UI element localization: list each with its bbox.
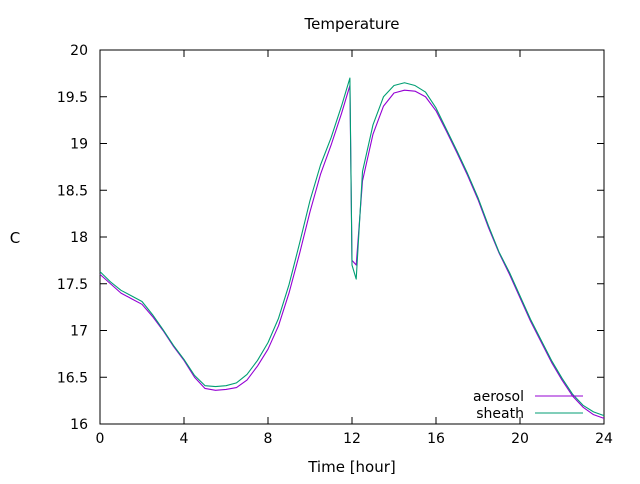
chart-title: Temperature — [303, 15, 399, 33]
series-line-sheath — [99, 77, 605, 417]
axis-ticks: 0 4 8 12 16 20 24 16 16.5 17 17.5 18 18.5 19 19.5 20 — [57, 43, 613, 447]
x-tick-label: 0 — [96, 431, 105, 447]
y-axis-label: C — [10, 229, 20, 247]
y-tick-label: 19 — [70, 137, 88, 153]
legend-label-sheath: sheath — [476, 406, 524, 422]
y-tick-label: 16 — [70, 417, 88, 433]
x-tick-label: 16 — [427, 431, 445, 447]
y-tick-label: 17.5 — [57, 277, 88, 293]
y-tick-label: 17 — [70, 324, 88, 340]
legend-label-aerosol: aerosol — [473, 389, 524, 405]
y-tick-label: 16.5 — [57, 370, 88, 386]
x-tick-label: 24 — [595, 431, 613, 447]
y-tick-label: 19.5 — [57, 90, 88, 106]
x-tick-label: 8 — [264, 431, 273, 447]
x-tick-label: 12 — [343, 431, 361, 447]
y-tick-label: 18 — [70, 230, 88, 246]
x-tick-label: 20 — [511, 431, 529, 447]
y-tick-label: 20 — [70, 43, 88, 59]
y-tick-label: 18.5 — [57, 183, 88, 199]
series-lines — [99, 77, 605, 419]
x-axis-label: Time [hour] — [307, 458, 396, 476]
x-tick-label: 4 — [180, 431, 189, 447]
